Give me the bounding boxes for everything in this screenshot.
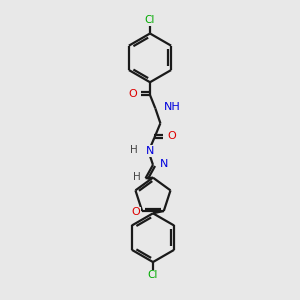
Text: Cl: Cl (148, 270, 158, 280)
Text: O: O (167, 131, 176, 141)
Text: Cl: Cl (145, 15, 155, 25)
Text: N: N (146, 146, 154, 156)
Text: N: N (160, 159, 168, 169)
Text: O: O (129, 89, 137, 99)
Text: NH: NH (164, 102, 180, 112)
Text: H: H (133, 172, 141, 182)
Text: O: O (131, 208, 140, 218)
Text: H: H (130, 145, 138, 155)
